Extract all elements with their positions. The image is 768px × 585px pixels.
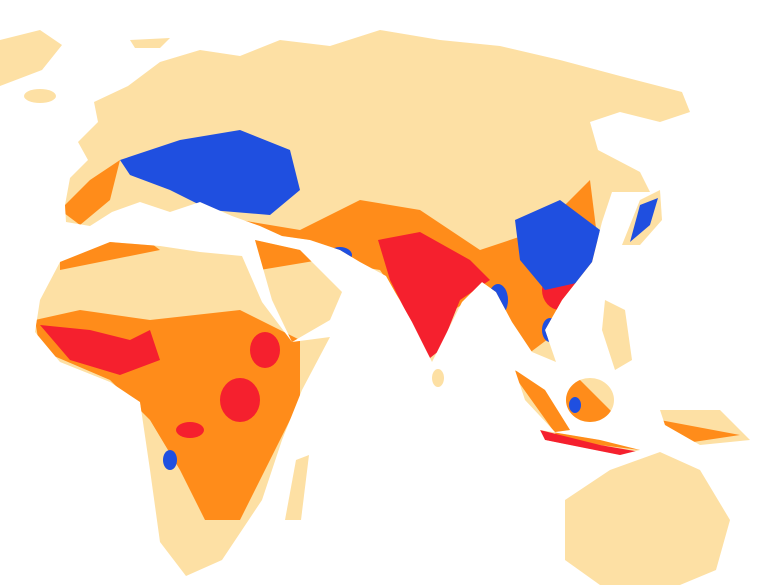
map-region <box>569 397 581 413</box>
map-region <box>378 232 490 358</box>
land <box>0 30 750 585</box>
map-region <box>602 300 632 370</box>
map-region <box>233 229 257 241</box>
map-region <box>565 452 730 585</box>
map-region <box>488 284 508 316</box>
map-region <box>163 450 177 470</box>
map-region <box>176 422 204 438</box>
map-region <box>630 198 658 242</box>
map-region <box>0 30 62 86</box>
map-region <box>24 89 56 103</box>
map-region <box>40 325 160 375</box>
map-region <box>60 160 120 225</box>
map-region <box>432 369 444 387</box>
map-region <box>120 130 300 215</box>
map-region <box>220 378 260 422</box>
map-region <box>130 38 170 48</box>
map-region <box>328 247 352 263</box>
map-region <box>542 318 558 342</box>
map-region <box>285 455 309 520</box>
map-region <box>540 430 640 456</box>
map-region <box>515 200 600 290</box>
map-region <box>250 332 280 368</box>
